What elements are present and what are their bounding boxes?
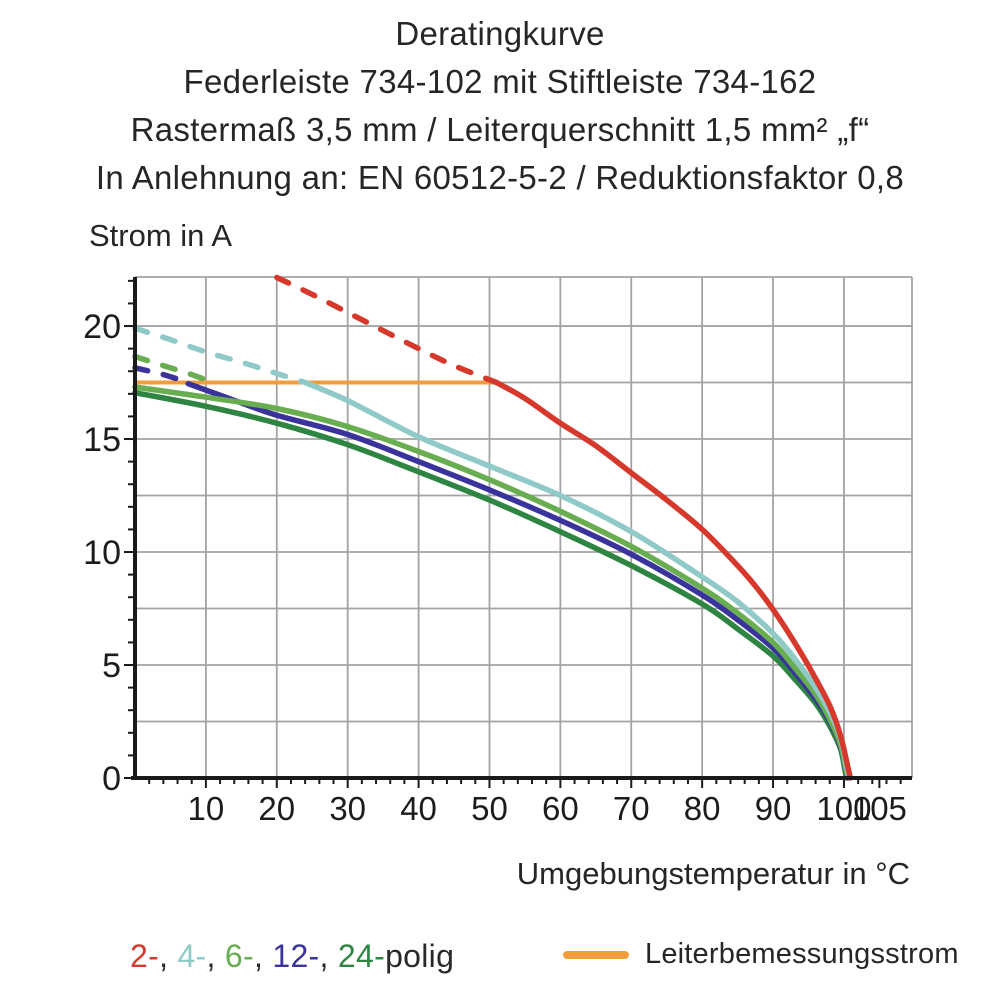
legend-separator: ,: [253, 938, 273, 974]
legend-row: 2-, 4-, 6-, 12-, 24-polig Leiterbemessun…: [0, 938, 1000, 988]
svg-text:60: 60: [542, 790, 579, 827]
svg-text:105: 105: [852, 790, 907, 827]
legend-poles-suffix: polig: [385, 938, 455, 974]
legend-pole-12: 12-: [272, 938, 320, 974]
svg-text:20: 20: [258, 790, 295, 827]
svg-text:50: 50: [471, 790, 508, 827]
title-line-1: Deratingkurve: [395, 15, 605, 52]
series-4-polig-dashed: [132, 325, 308, 386]
y-tick-labels: 0 5 10 15 20: [83, 308, 121, 798]
legend-separator: ,: [319, 938, 338, 974]
conductor-line-swatch: [563, 950, 629, 959]
conductor-legend-label: Leiterbemessungsstrom: [645, 938, 959, 970]
legend-separator: ,: [206, 938, 225, 974]
svg-text:70: 70: [613, 790, 650, 827]
series-6-polig-dashed: [132, 353, 216, 386]
svg-text:90: 90: [755, 790, 792, 827]
title-line-3: Rastermaß 3,5 mm / Leiterquerschnitt 1,5…: [130, 111, 870, 148]
svg-text:80: 80: [684, 790, 721, 827]
legend-pole-6: 6-: [224, 938, 254, 974]
series-4-polig: [132, 325, 852, 781]
legend-pole-24: 24-: [337, 938, 386, 974]
axes: [131, 277, 912, 780]
y-axis-title: Strom in A: [89, 218, 232, 253]
title-line-2: Federleiste 734-102 mit Stiftleiste 734-…: [183, 63, 817, 100]
svg-text:5: 5: [102, 647, 121, 685]
svg-text:20: 20: [83, 308, 121, 346]
series-2-polig-solid: [493, 379, 854, 781]
svg-text:100: 100: [816, 790, 871, 827]
series-24-polig-solid: [132, 389, 850, 781]
chart-title-block: Deratingkurve Federleiste 734-102 mit St…: [0, 10, 1000, 202]
grid: [135, 276, 913, 778]
title-line-4: In Anlehnung an: EN 60512-5-2 / Reduktio…: [95, 159, 905, 196]
svg-text:0: 0: [102, 760, 121, 798]
series-24-polig: [132, 389, 850, 781]
svg-text:30: 30: [329, 790, 366, 827]
svg-text:10: 10: [83, 534, 121, 572]
svg-text:40: 40: [400, 790, 437, 827]
series-6-polig-solid: [132, 384, 851, 781]
legend-pole-4: 4-: [177, 938, 207, 974]
svg-text:10: 10: [188, 790, 225, 827]
series-6-polig: [132, 353, 851, 781]
series-12-polig-dashed: [132, 365, 191, 386]
legend-poles: 2-, 4-, 6-, 12-, 24-polig: [130, 938, 454, 975]
series-2-polig: [274, 274, 854, 781]
svg-text:15: 15: [83, 421, 121, 459]
series-2-polig-dashed: [274, 274, 500, 386]
tick-marks: [124, 279, 902, 788]
legend-pole-2: 2-: [130, 938, 160, 974]
legend-separator: ,: [159, 938, 178, 974]
legend-conductor: Leiterbemessungsstrom: [563, 938, 959, 971]
x-axis-title: Umgebungstemperatur in °C: [516, 856, 910, 891]
